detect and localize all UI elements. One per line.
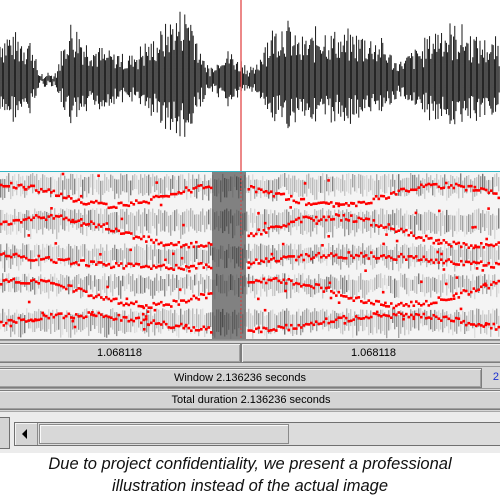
window-row: Window 2.136236 seconds 2 — [0, 366, 500, 389]
scroll-left-button[interactable] — [15, 423, 38, 445]
total-duration-label: Total duration 2.136236 seconds — [171, 394, 331, 406]
window-duration-label: Window 2.136236 seconds — [173, 372, 307, 384]
scroll-edge-button[interactable] — [0, 417, 10, 449]
caption-line-2: illustration instead of the actual image — [111, 477, 389, 495]
waveform-panel[interactable] — [0, 0, 500, 172]
cursor-time-right-cell[interactable]: 1.068118 — [241, 343, 500, 363]
scrollbar-area — [0, 411, 500, 454]
cursor-time-left: 1.068118 — [96, 347, 143, 359]
panel-bottom-border — [0, 339, 500, 340]
cursor-time-right: 1.068118 — [350, 347, 397, 359]
window-right-value: 2 — [492, 371, 499, 383]
left-arrow-icon — [22, 429, 27, 439]
caption-line-1: Due to project confidentiality, we prese… — [48, 455, 452, 473]
window-duration-button[interactable]: Window 2.136236 seconds — [0, 368, 482, 388]
total-duration-button[interactable]: Total duration 2.136236 seconds — [0, 390, 500, 410]
cursor-time-row: 1.068118 1.068118 — [0, 340, 500, 367]
horizontal-scrollbar[interactable] — [14, 422, 500, 446]
spectrogram-panel[interactable] — [0, 172, 500, 340]
total-duration-row: Total duration 2.136236 seconds — [0, 388, 500, 411]
scroll-thumb[interactable] — [39, 424, 289, 444]
cursor-time-left-cell[interactable]: 1.068118 — [0, 343, 241, 363]
confidentiality-caption: Due to project confidentiality, we prese… — [0, 453, 500, 500]
